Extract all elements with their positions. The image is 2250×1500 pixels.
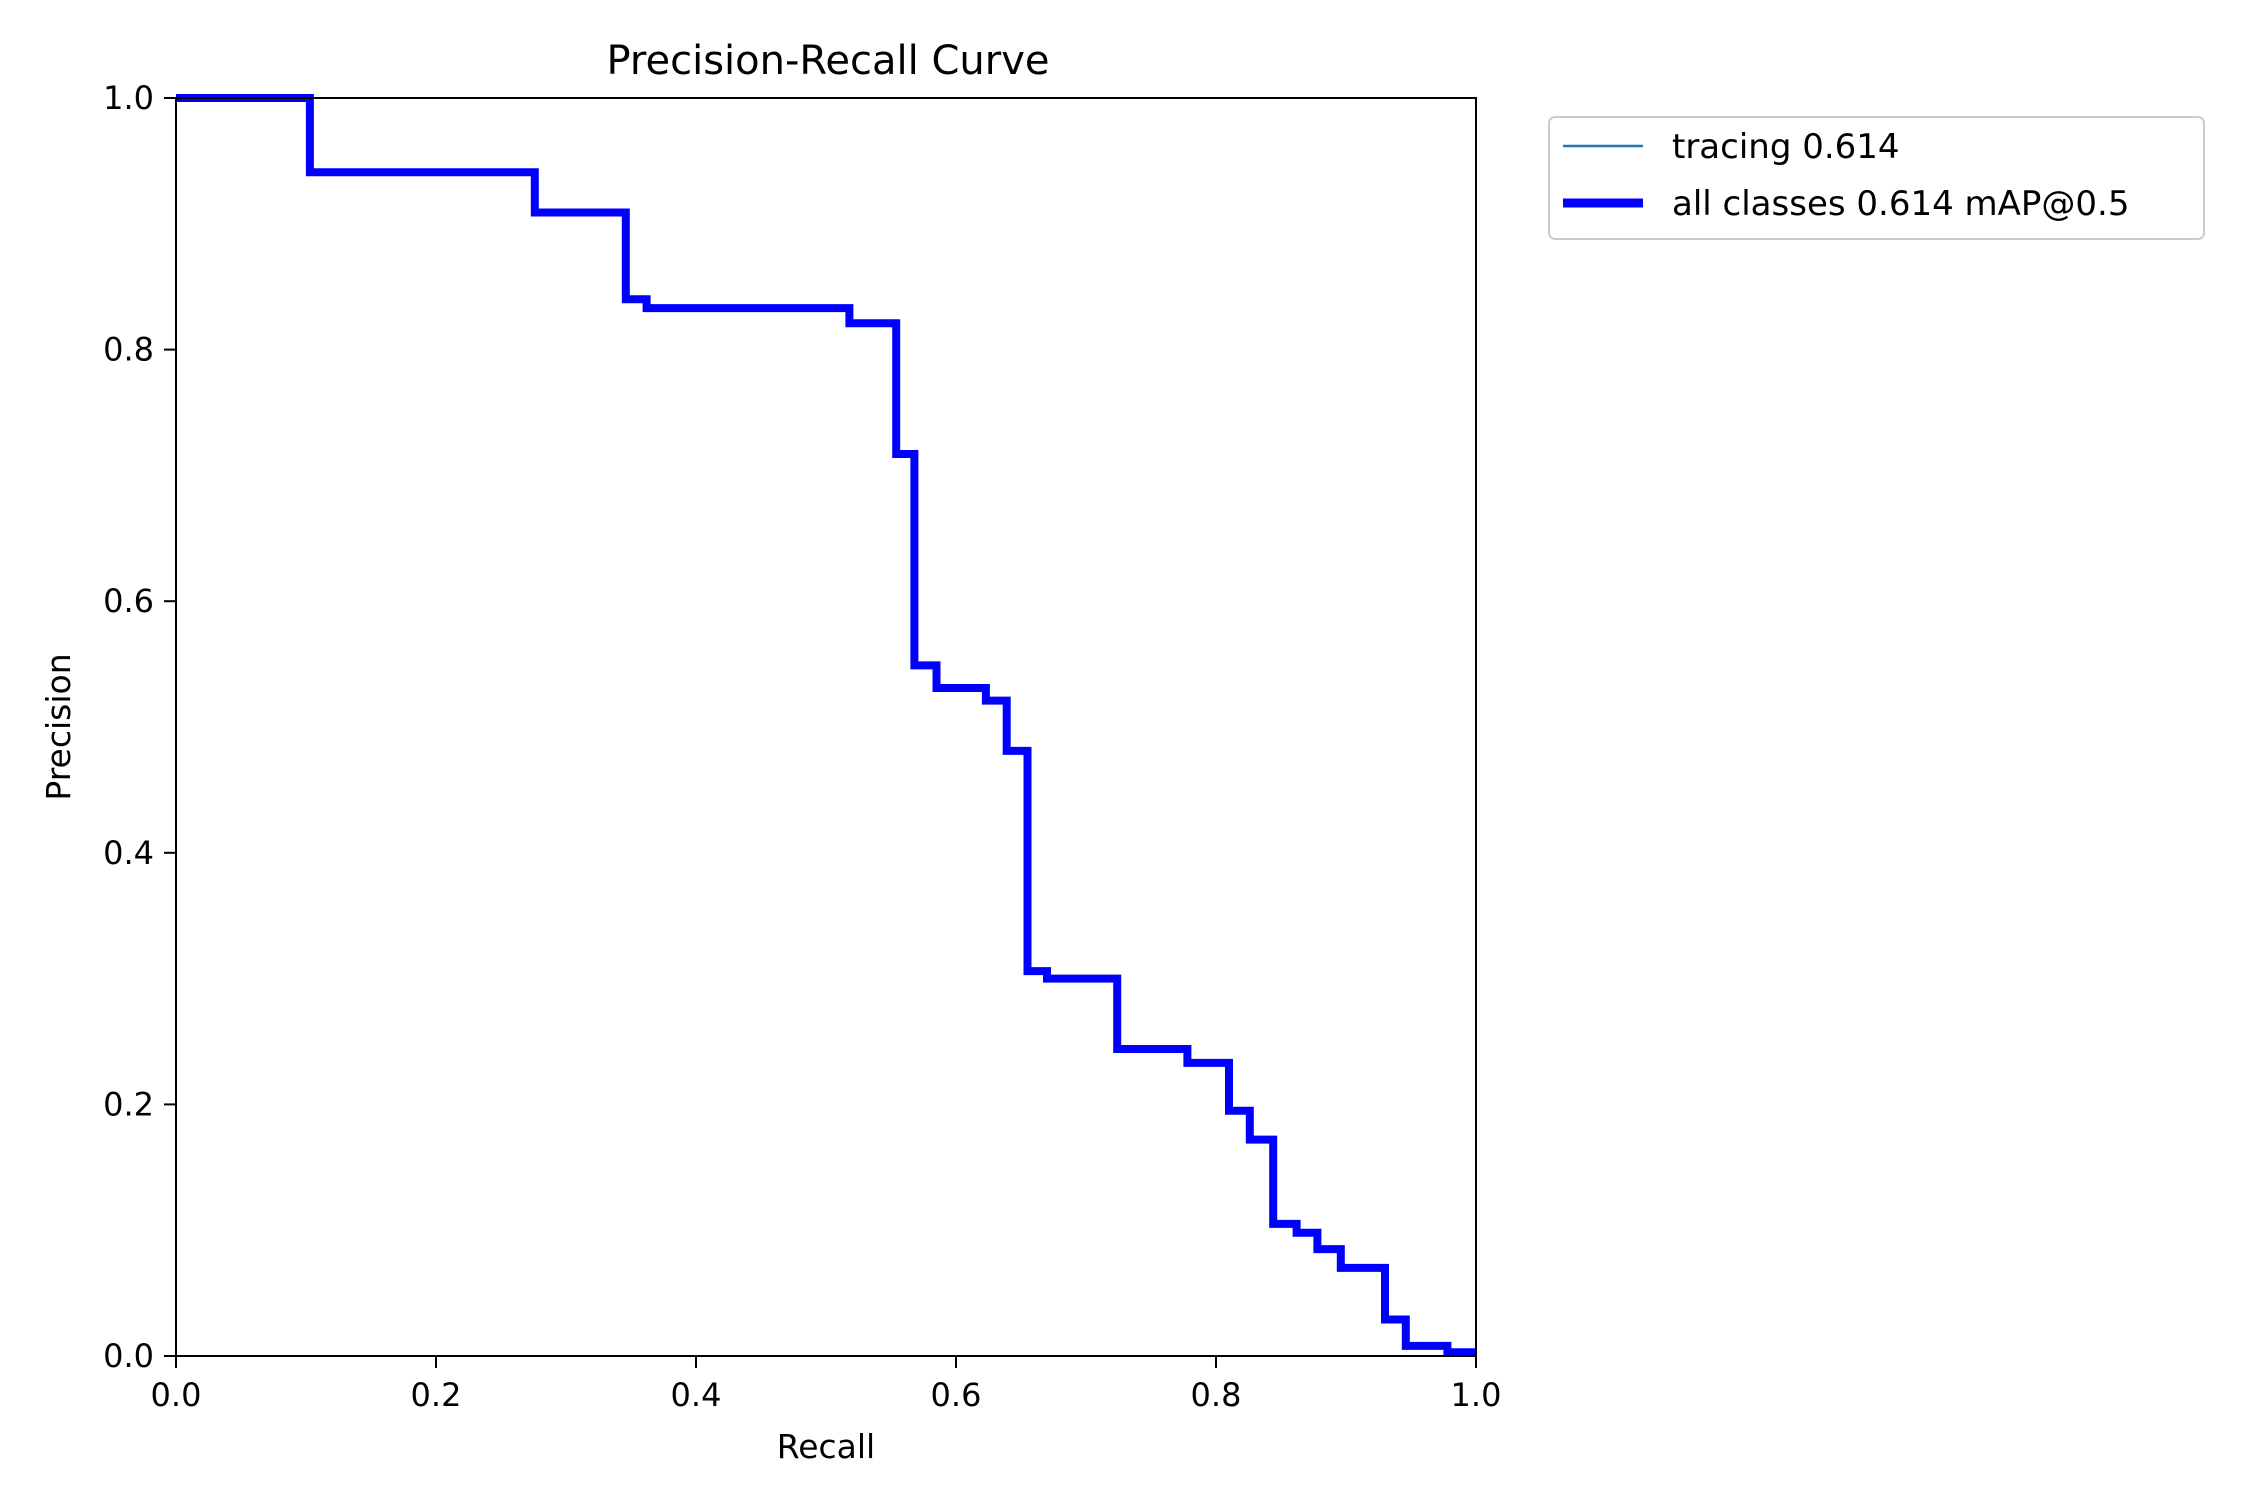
x-tick-label: 0.8 [1191,1376,1242,1414]
plot-area [175,94,1477,1357]
axes-frame [175,97,1477,1357]
y-tick-label: 0.6 [103,582,154,620]
series-line-all-classes [176,94,1476,1357]
x-tick-label: 0.4 [671,1376,722,1414]
legend-box [1548,116,2205,240]
x-tick-label: 0.2 [411,1376,462,1414]
legend: tracing 0.614 all classes 0.614 mAP@0.5 [1548,116,2205,240]
x-tick-label: 1.0 [1451,1376,1502,1414]
x-tick-label: 0.0 [151,1376,202,1414]
axes-background [176,98,1476,1356]
legend-entry-tracing: tracing 0.614 [1672,127,1900,167]
series-layer [176,94,1476,1357]
y-axis-label: Precision [39,653,78,800]
x-axis-label: Recall [777,1427,875,1466]
legend-entry-all-classes: all classes 0.614 mAP@0.5 [1672,184,2129,224]
y-tick-label: 0.8 [103,331,154,369]
chart-title: Precision-Recall Curve [607,38,1050,84]
y-tick-label: 0.2 [103,1085,154,1123]
x-tick-label: 0.6 [931,1376,982,1414]
y-tick-label: 0.4 [103,834,154,872]
y-axis: 0.0 0.2 0.4 0.6 0.8 1.0 [103,79,176,1375]
x-axis: 0.0 0.2 0.4 0.6 0.8 1.0 [151,1356,1502,1414]
y-tick-label: 1.0 [103,79,154,117]
y-tick-label: 0.0 [103,1337,154,1375]
